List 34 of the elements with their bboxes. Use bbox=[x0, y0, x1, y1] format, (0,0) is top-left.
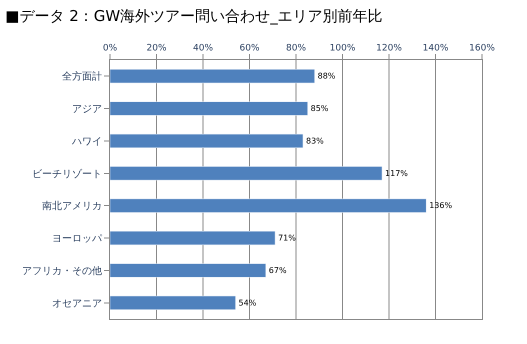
y-tick-label: アフリカ・その他 bbox=[22, 264, 102, 277]
bar bbox=[110, 166, 382, 180]
x-tick-label: 160% bbox=[469, 43, 496, 54]
data-label: 83% bbox=[306, 136, 324, 146]
y-tick-label: 全方面計 bbox=[62, 70, 102, 83]
x-tick-label: 120% bbox=[376, 43, 402, 54]
data-label: 117% bbox=[385, 168, 408, 178]
x-tick-label: 60% bbox=[239, 43, 260, 54]
data-label: 136% bbox=[429, 201, 452, 210]
data-label: 88% bbox=[318, 72, 336, 81]
data-label: 85% bbox=[310, 104, 329, 114]
x-tick-label: 100% bbox=[330, 43, 356, 54]
x-tick-label: 40% bbox=[192, 43, 214, 54]
y-tick-label: アジア bbox=[72, 104, 102, 116]
bar bbox=[110, 134, 304, 148]
bar bbox=[110, 198, 426, 213]
y-tick-label: ハワイ bbox=[71, 136, 102, 148]
y-tick-label: 南北アメリカ bbox=[42, 200, 102, 212]
bar bbox=[110, 296, 236, 310]
x-tick-label: 80% bbox=[286, 43, 306, 54]
bar bbox=[110, 263, 266, 278]
chart-title: ■データ 2：GW海外ツアー問い合わせ_エリア別前年比 bbox=[5, 6, 383, 25]
y-tick-label: オセアニア bbox=[52, 298, 102, 310]
bar bbox=[110, 69, 315, 84]
bar bbox=[110, 231, 276, 246]
bar bbox=[110, 102, 308, 116]
x-tick-label: 20% bbox=[146, 43, 167, 54]
x-tick-label: 140% bbox=[422, 43, 449, 54]
data-label: 54% bbox=[238, 298, 257, 308]
data-label: 71% bbox=[278, 234, 296, 243]
x-tick-label: 0% bbox=[102, 43, 118, 54]
data-label: 67% bbox=[268, 266, 287, 275]
y-tick-label: ビーチリゾート bbox=[32, 168, 102, 180]
y-tick-label: ヨーロッパ bbox=[52, 234, 103, 245]
